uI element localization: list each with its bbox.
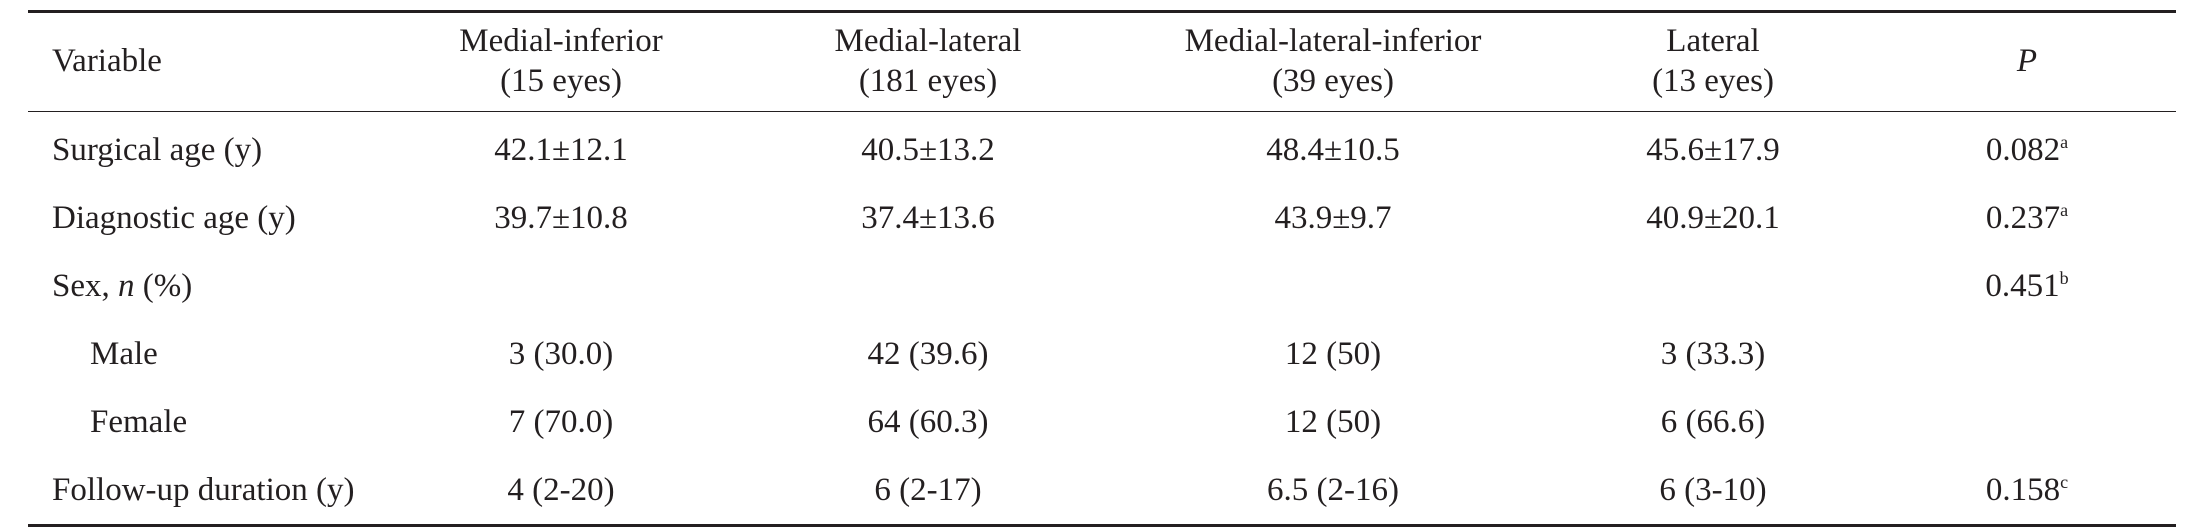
table-row: Surgical age (y) 42.1±12.1 40.5±13.2 48.…	[28, 112, 2176, 185]
table-cell: 6 (66.6)	[1660, 404, 1766, 440]
p-value-cell	[1878, 320, 2176, 388]
p-value-cell: 0.158c	[1985, 472, 2069, 508]
header-row: Variable Medial-inferior (15 eyes) Media…	[28, 12, 2176, 112]
table-cell: 43.9±9.7	[1274, 200, 1392, 236]
table-cell: 64 (60.3)	[867, 404, 989, 440]
table-cell: 42.1±12.1	[494, 132, 628, 168]
row-label: Diagnostic age (y)	[52, 200, 296, 236]
table-cell: 40.9±20.1	[1646, 200, 1780, 236]
table-cell: 3 (30.0)	[508, 336, 614, 372]
table-cell: 3 (33.3)	[1660, 336, 1766, 372]
table-cell: 4 (2-20)	[507, 472, 615, 508]
header-p-value: P	[2016, 43, 2038, 79]
table-cell: 6 (2-17)	[874, 472, 982, 508]
table-cell: 45.6±17.9	[1646, 132, 1780, 168]
p-value-cell	[1878, 388, 2176, 456]
data-table: Variable Medial-inferior (15 eyes) Media…	[28, 10, 2176, 527]
header-lateral: Lateral (13 eyes)	[1652, 23, 1774, 99]
row-label: Female	[90, 404, 188, 440]
row-label: Male	[90, 336, 158, 372]
row-label: Sex, n (%)	[52, 268, 193, 304]
table-row: Male 3 (30.0) 42 (39.6) 12 (50) 3 (33.3)	[28, 320, 2176, 388]
table-cell	[738, 252, 1118, 320]
table-cell: 40.5±13.2	[861, 132, 995, 168]
header-variable: Variable	[52, 43, 162, 79]
table-row: Diagnostic age (y) 39.7±10.8 37.4±13.6 4…	[28, 184, 2176, 252]
table-cell: 37.4±13.6	[861, 200, 995, 236]
p-value-cell: 0.237a	[1985, 200, 2069, 236]
table-cell: 39.7±10.8	[494, 200, 628, 236]
table-cell: 6 (3-10)	[1659, 472, 1767, 508]
p-value-cell: 0.451b	[1985, 268, 2069, 304]
table-row: Female 7 (70.0) 64 (60.3) 12 (50) 6 (66.…	[28, 388, 2176, 456]
table-cell	[384, 252, 738, 320]
header-medial-lateral-inferior: Medial-lateral-inferior (39 eyes)	[1184, 23, 1482, 99]
table-cell	[1118, 252, 1548, 320]
table-row: Follow-up duration (y) 4 (2-20) 6 (2-17)…	[28, 456, 2176, 526]
row-label: Surgical age (y)	[52, 132, 263, 168]
p-value-cell: 0.082a	[1985, 132, 2069, 168]
table-cell: 6.5 (2-16)	[1267, 472, 1399, 508]
table-cell: 42 (39.6)	[867, 336, 989, 372]
table-row: Sex, n (%) 0.451b	[28, 252, 2176, 320]
table-container: Variable Medial-inferior (15 eyes) Media…	[28, 10, 2176, 527]
table-cell: 48.4±10.5	[1266, 132, 1400, 168]
table-cell: 7 (70.0)	[508, 404, 614, 440]
table-cell: 12 (50)	[1284, 336, 1382, 372]
header-medial-inferior: Medial-inferior (15 eyes)	[459, 23, 663, 99]
row-label: Follow-up duration (y)	[52, 472, 355, 508]
table-cell	[1548, 252, 1878, 320]
table-cell: 12 (50)	[1284, 404, 1382, 440]
header-medial-lateral: Medial-lateral (181 eyes)	[834, 23, 1022, 99]
